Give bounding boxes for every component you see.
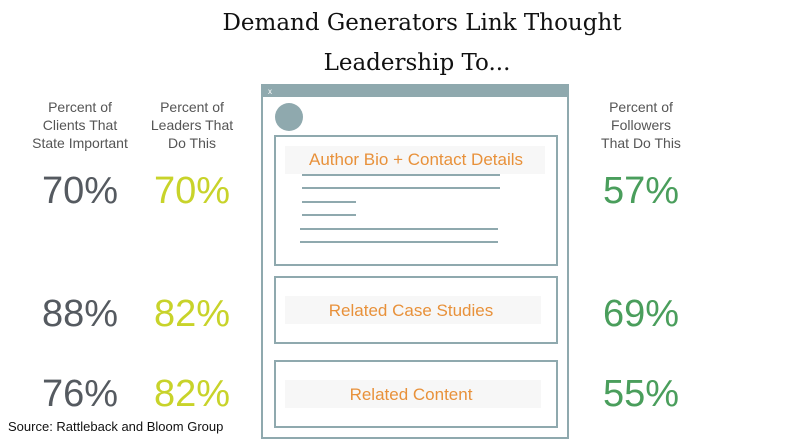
percent-value: 82%	[154, 373, 230, 415]
percent-value: 57%	[603, 170, 679, 212]
column-header: Percent of	[48, 99, 112, 115]
column-header: That Do This	[601, 135, 681, 151]
title: Demand Generators Link Thought	[222, 10, 622, 36]
panel-label: Author Bio + Contact Details	[309, 150, 523, 169]
percent-value: 76%	[42, 373, 118, 415]
percent-value: 82%	[154, 293, 230, 335]
percent-value: 70%	[154, 170, 230, 212]
column-header: Followers	[611, 117, 671, 133]
percent-value: 70%	[42, 170, 118, 212]
column-header: Leaders That	[151, 117, 233, 133]
column-header: Do This	[168, 135, 216, 151]
column-header: State Important	[32, 135, 128, 151]
panel-label: Related Content	[350, 385, 473, 404]
column-header: Clients That	[43, 117, 118, 133]
title: Leadership To...	[324, 50, 511, 76]
column-header: Percent of	[609, 99, 673, 115]
column-header: Percent of	[160, 99, 224, 115]
percent-value: 55%	[603, 373, 679, 415]
window: x	[261, 84, 569, 439]
close-button[interactable]: x	[268, 87, 272, 96]
panel-label: Related Case Studies	[329, 301, 493, 320]
source: Source: Rattleback and Bloom Group	[8, 419, 223, 434]
percent-value: 69%	[603, 293, 679, 335]
percent-value: 88%	[42, 293, 118, 335]
